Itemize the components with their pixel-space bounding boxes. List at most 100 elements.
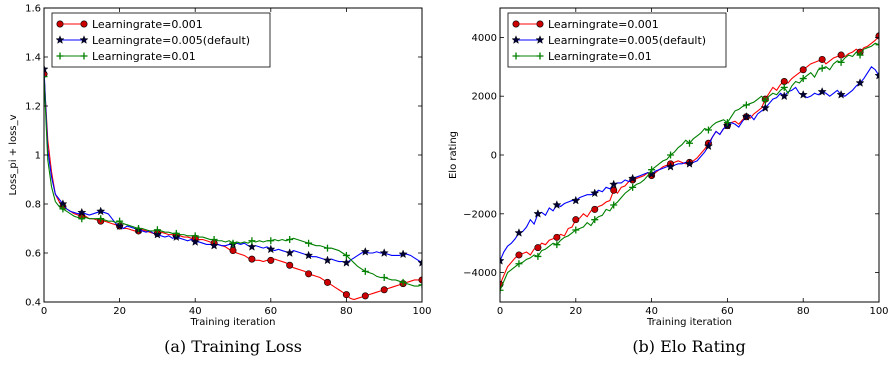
x-tick-label: 0 [497,306,503,317]
data-point [553,233,561,241]
legend-marker [56,52,64,60]
data-point [628,173,638,183]
data-point [341,258,351,267]
legend-label: Learningrate=0.01 [92,50,196,63]
data-point [760,103,770,112]
x-tick-label: 100 [412,306,431,317]
legend: Learningrate=0.001 Learningrate=0.005(def… [51,12,271,68]
series-line [44,76,422,287]
data-point [761,97,769,105]
data-point [44,73,48,81]
y-tick-label: 4000 [472,33,497,44]
data-point [248,255,256,263]
x-tick-label: 60 [721,306,734,317]
legend-box [51,12,271,68]
data-point [609,179,619,189]
data-point [116,217,124,225]
data-point [686,139,693,147]
data-point [723,119,731,127]
data-point [172,229,180,237]
data-point [210,236,218,244]
data-point [648,166,656,174]
data-point [856,51,864,59]
y-tick-label: 0.8 [25,200,41,211]
legend-marker [79,35,89,44]
y-tick-label: 1.6 [25,4,41,15]
plot-area [500,32,879,294]
data-point [286,261,294,269]
data-point [360,247,370,256]
legend-label: Learningrate=0.005(default) [92,34,250,47]
data-point [553,241,561,249]
x-tick-label: 60 [264,306,277,317]
data-point [342,291,350,299]
data-point [305,239,313,247]
data-point [704,126,712,134]
legend-label: Learningrate=0.001 [92,18,203,31]
y-tick-label: 1.2 [25,102,41,113]
data-point [874,70,879,80]
chart-training-loss: 0 20 40 60 80 100 0.4 0.6 0.8 1 1.2 1.4 1.6 Training … [8,4,432,357]
series-line [44,74,422,301]
data-point [323,278,331,286]
legend-marker [80,52,88,60]
data-point [799,75,807,83]
data-point [417,258,422,267]
data-point [398,249,408,259]
data-point [591,216,599,224]
data-point [135,225,142,232]
x-axis-label: Training iteration [190,317,276,328]
chart-caption: (a) Training Loss [164,337,302,356]
data-point [515,260,523,268]
data-point [855,78,865,87]
data-point [380,286,388,294]
data-point [247,242,257,251]
data-point [304,250,314,260]
legend-label: Learningrate=0.005(default) [548,34,706,47]
data-point [342,251,350,259]
series-2 [500,65,879,265]
x-tick-label: 80 [340,306,353,317]
data-point [229,239,237,247]
chart-caption: (b) Elo Rating [632,337,745,356]
data-point [322,255,333,265]
data-point [742,101,750,109]
data-point [571,195,581,205]
plot-area [44,64,422,301]
data-point [647,169,657,178]
y-tick-label: 2000 [472,92,497,103]
data-point [798,89,808,99]
x-tick-label: 20 [113,306,126,317]
data-point [684,159,695,168]
data-point [780,83,788,91]
series-line [500,42,879,291]
data-point [780,78,788,86]
chart-elo-rating: 0 20 40 60 80 100 −4000 −2000 0 2000 4000 Training … [448,7,889,356]
data-point [552,200,562,209]
data-point [191,232,199,240]
y-tick-label: 1 [35,151,41,162]
legend-marker [512,20,520,28]
legend-marker [536,52,544,60]
data-point [534,252,542,260]
y-tick-label: −2000 [463,209,497,220]
data-point [500,286,504,294]
data-point [399,278,407,286]
data-point [817,87,827,96]
data-point [209,240,219,250]
legend-box [507,12,727,68]
data-point [534,244,542,252]
data-point [305,270,313,278]
data-point [610,201,618,209]
x-tick-label: 40 [189,306,202,317]
data-point [361,292,369,300]
data-point [836,89,846,99]
data-point [59,205,67,213]
series-3 [44,73,422,289]
data-point [515,251,523,259]
data-point [533,209,543,218]
data-point [572,226,580,234]
y-axis-label: Elo rating [448,131,459,179]
data-point [78,215,86,223]
legend-marker [56,20,64,28]
